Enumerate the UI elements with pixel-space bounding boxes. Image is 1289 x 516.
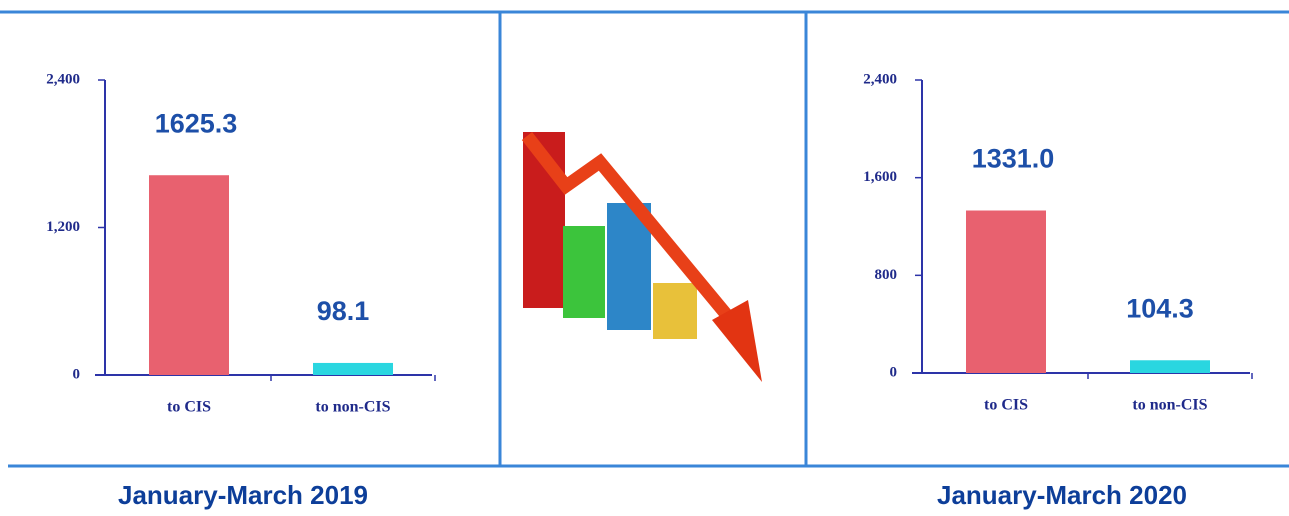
bar <box>149 175 229 375</box>
bar <box>966 210 1046 373</box>
y-tick-label: 0 <box>73 366 81 382</box>
y-tick-label: 1,600 <box>863 169 897 185</box>
y-tick-label: 2,400 <box>863 71 897 87</box>
decline-icon <box>521 132 762 382</box>
x-tick-label: to non-CIS <box>315 399 390 416</box>
bar <box>1130 360 1210 373</box>
y-tick-label: 1,200 <box>46 219 80 235</box>
value-label: 104.3 <box>1126 293 1194 323</box>
x-tick-label: to CIS <box>984 397 1028 414</box>
icon-arrow <box>521 132 741 330</box>
icon-bar <box>563 226 605 318</box>
value-label: 1625.3 <box>155 108 238 138</box>
x-tick-label: to CIS <box>167 399 211 416</box>
y-tick-label: 0 <box>890 364 898 380</box>
caption: January-March 2019 <box>118 480 368 510</box>
value-label: 1331.0 <box>972 144 1055 174</box>
icon-arrowhead <box>712 300 762 382</box>
frame <box>0 10 1289 468</box>
y-tick-label: 2,400 <box>46 71 80 87</box>
icon-bar <box>653 283 697 339</box>
y-tick-label: 800 <box>875 267 898 283</box>
value-label: 98.1 <box>317 296 370 326</box>
caption: January-March 2020 <box>937 480 1187 510</box>
x-tick-label: to non-CIS <box>1132 397 1207 414</box>
bar <box>313 362 393 375</box>
